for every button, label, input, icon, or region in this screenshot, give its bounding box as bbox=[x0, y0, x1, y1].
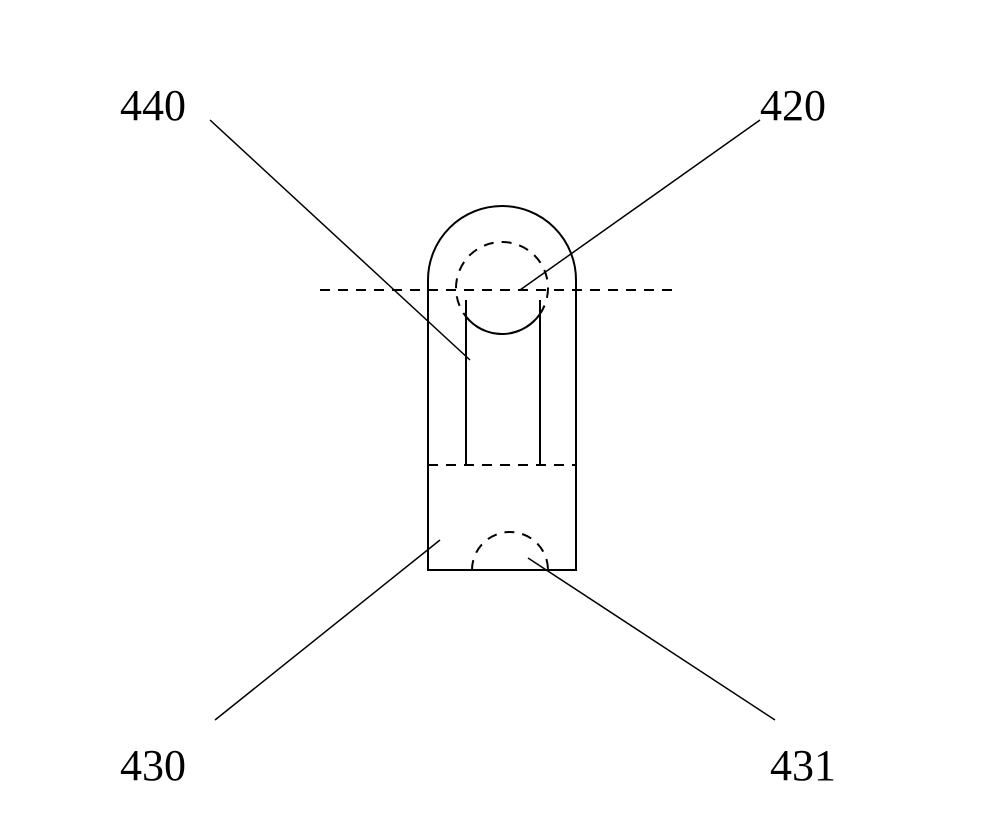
leader-440 bbox=[210, 120, 470, 360]
label-431: 431 bbox=[770, 740, 836, 791]
outer-body bbox=[428, 206, 576, 570]
diagram-container: 440 420 430 431 bbox=[0, 0, 1000, 834]
label-430: 430 bbox=[120, 740, 186, 791]
label-420: 420 bbox=[760, 80, 826, 131]
leader-431 bbox=[528, 558, 775, 720]
label-440: 440 bbox=[120, 80, 186, 131]
leader-430 bbox=[215, 540, 440, 720]
inner-circle-solid-arc bbox=[466, 314, 540, 334]
leader-420 bbox=[520, 120, 760, 290]
